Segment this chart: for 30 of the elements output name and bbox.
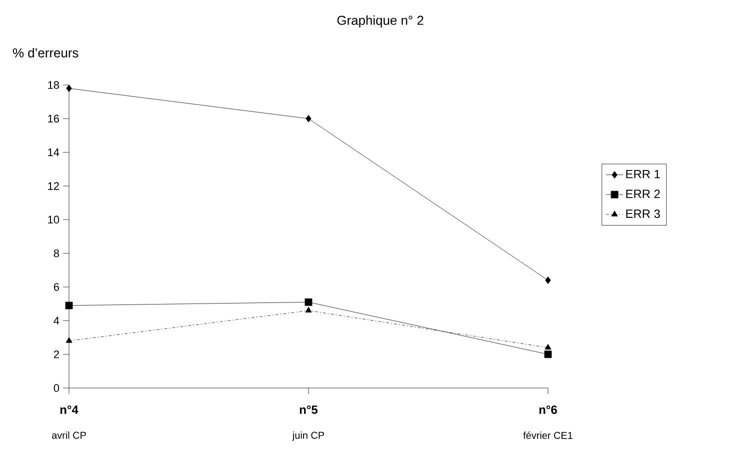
x-tick-label: n°6 <box>539 406 557 414</box>
point <box>545 276 551 284</box>
legend-label: ERR 2 <box>626 190 660 198</box>
y-tick-label: 10 <box>48 216 60 224</box>
point <box>544 344 552 350</box>
text: avril CP <box>52 432 86 439</box>
x-tick-label: n°4 <box>60 406 78 414</box>
y-tick-label: 14 <box>48 148 60 156</box>
legend-label: ERR 3 <box>626 209 660 218</box>
y-tick-label: 0 <box>54 384 60 392</box>
legend-label: ERR 1 <box>626 170 660 178</box>
x-tick-label: n°5 <box>300 406 318 414</box>
y-tick-label: 18 <box>48 81 59 89</box>
point <box>66 337 72 343</box>
point <box>66 84 72 92</box>
point <box>65 302 73 310</box>
y-tick-label: 8 <box>54 249 60 258</box>
text: juin CP <box>292 432 324 441</box>
point <box>306 114 312 122</box>
y-tick-label: 6 <box>54 283 60 291</box>
y-tick-label: 16 <box>48 114 59 123</box>
y-tick-label: 12 <box>48 182 59 190</box>
y-tick-label: 2 <box>54 350 59 358</box>
y-tick-label: 4 <box>54 316 60 324</box>
text: février CE1 <box>523 431 572 439</box>
point <box>544 350 552 358</box>
y-axis-title: % d’erreurs <box>12 48 78 58</box>
point <box>305 306 312 312</box>
point <box>304 298 312 306</box>
chart-title: Graphique n° 2 <box>337 15 424 28</box>
